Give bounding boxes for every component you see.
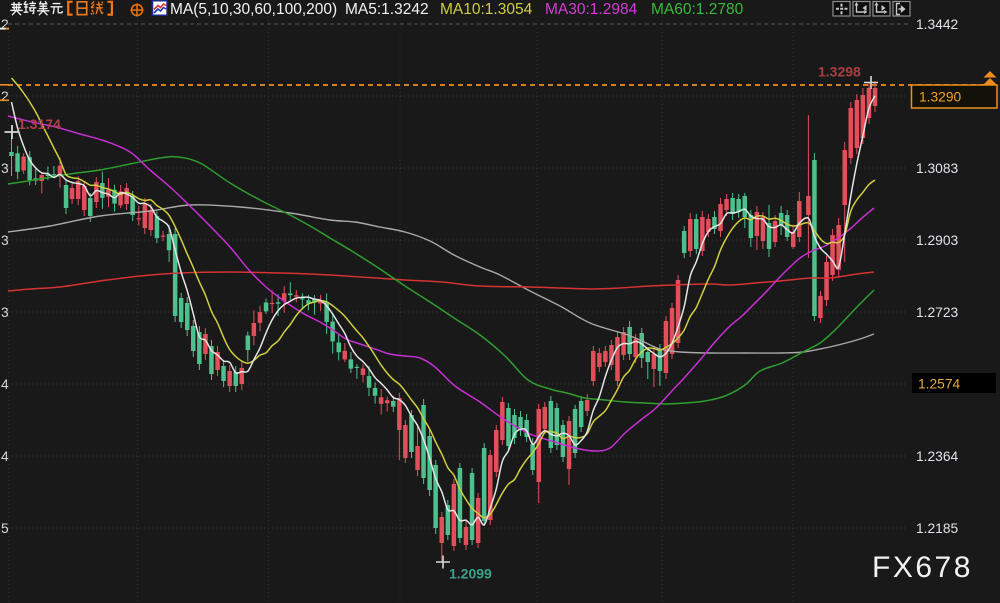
svg-text:1.3298: 1.3298 xyxy=(818,64,861,80)
svg-text:4: 4 xyxy=(1,449,9,464)
svg-text:1.3174: 1.3174 xyxy=(18,116,61,132)
svg-text:1.2723: 1.2723 xyxy=(916,305,959,320)
svg-text:1.3442: 1.3442 xyxy=(916,17,958,32)
svg-text:MA10:1.3054: MA10:1.3054 xyxy=(440,1,533,18)
svg-text:5: 5 xyxy=(1,521,9,536)
svg-text:1.2364: 1.2364 xyxy=(916,449,959,464)
svg-text:2: 2 xyxy=(1,17,9,32)
svg-text:MA60:1.2780: MA60:1.2780 xyxy=(651,1,744,18)
svg-text:FX678: FX678 xyxy=(872,551,973,584)
svg-text:3: 3 xyxy=(1,233,9,248)
svg-text:1.3290: 1.3290 xyxy=(919,90,962,105)
svg-text:3: 3 xyxy=(1,305,9,320)
svg-text:1.2574: 1.2574 xyxy=(918,377,961,392)
svg-text:MA30:1.2984: MA30:1.2984 xyxy=(545,1,638,18)
svg-text:1.2099: 1.2099 xyxy=(449,566,492,582)
svg-text:1.3083: 1.3083 xyxy=(916,161,959,176)
svg-text:1.2185: 1.2185 xyxy=(916,521,959,536)
svg-text:1.2903: 1.2903 xyxy=(916,233,959,248)
svg-text:4: 4 xyxy=(1,377,9,392)
svg-text:3: 3 xyxy=(1,161,9,176)
svg-text:2: 2 xyxy=(1,89,9,104)
svg-text:MA5:1.3242: MA5:1.3242 xyxy=(345,1,429,18)
svg-text:MA(5,10,30,60,100,200): MA(5,10,30,60,100,200) xyxy=(170,1,337,18)
